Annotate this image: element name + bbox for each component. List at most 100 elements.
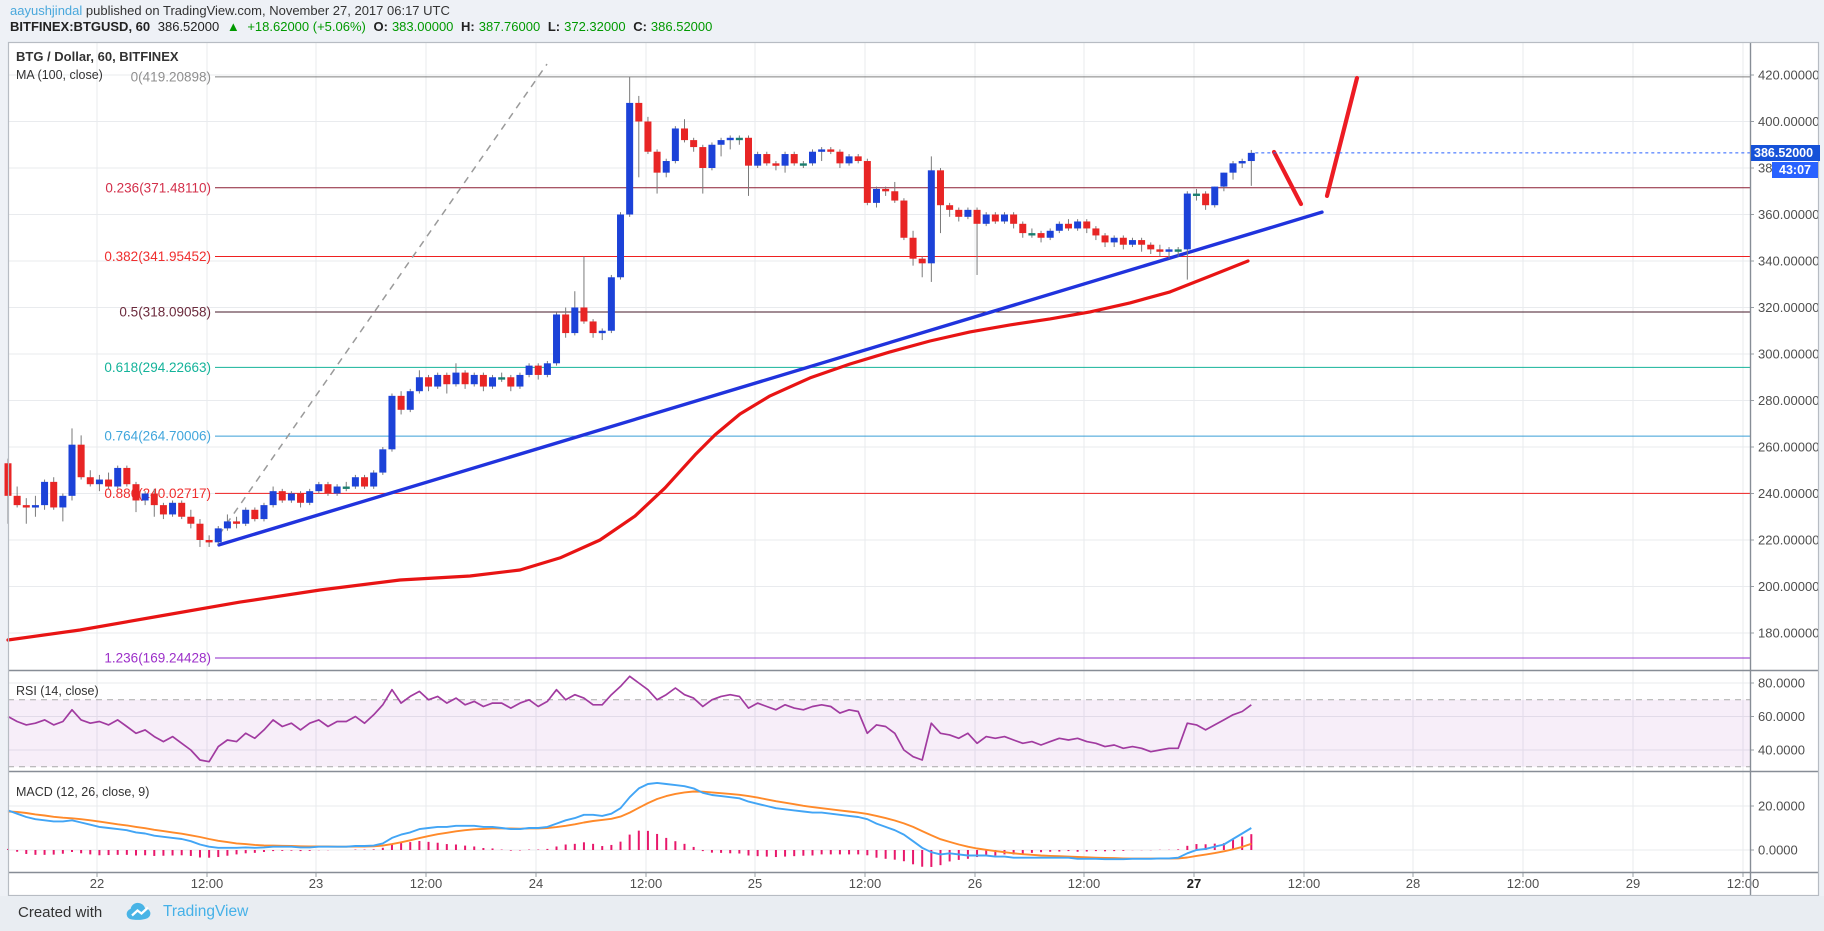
ma-100-line bbox=[6, 259, 1250, 642]
candle bbox=[863, 161, 871, 203]
candle bbox=[315, 484, 323, 492]
candle bbox=[1083, 221, 1091, 229]
fib-label: 0.886(240.02717) bbox=[104, 486, 211, 501]
candle bbox=[543, 363, 551, 375]
price-change: +18.62000 (+5.06%) bbox=[247, 19, 366, 34]
candle bbox=[1010, 214, 1018, 224]
candle bbox=[927, 170, 935, 264]
candle bbox=[287, 493, 295, 501]
candle bbox=[1055, 223, 1063, 231]
price-axis-label: 200.00000 bbox=[1758, 579, 1819, 594]
candle bbox=[114, 467, 122, 487]
candle bbox=[681, 128, 689, 141]
candle bbox=[900, 200, 908, 238]
candle bbox=[818, 149, 826, 152]
high-value: 387.76000 bbox=[478, 19, 541, 34]
macd-axis-label: 0.0000 bbox=[1758, 843, 1798, 858]
candle bbox=[1037, 233, 1045, 238]
candle bbox=[233, 521, 241, 524]
fib-label: 0.5(318.09058) bbox=[119, 304, 211, 319]
symbol-legend: BITFINEX:BTGUSD, 60 386.52000 ▲ +18.6200… bbox=[10, 19, 716, 34]
macd-axis-label: 20.0000 bbox=[1758, 799, 1805, 814]
candle bbox=[13, 495, 21, 506]
time-axis-label: 23 bbox=[309, 876, 323, 891]
candle bbox=[644, 121, 652, 152]
candle bbox=[626, 102, 634, 215]
annotation-red-line bbox=[1271, 149, 1304, 207]
candle bbox=[150, 493, 158, 506]
time-axis-label: 28 bbox=[1406, 876, 1420, 891]
candle bbox=[690, 140, 698, 148]
candle bbox=[370, 472, 378, 487]
candle bbox=[845, 156, 853, 164]
candle bbox=[141, 493, 149, 501]
candle bbox=[425, 377, 433, 387]
fib-label: 0.618(294.22663) bbox=[104, 360, 211, 375]
created-with-text: Created with bbox=[18, 904, 103, 921]
candle bbox=[745, 137, 753, 166]
candle bbox=[1174, 249, 1182, 252]
macd-line bbox=[7, 781, 1252, 861]
time-axis-label: 25 bbox=[748, 876, 762, 891]
candle bbox=[41, 481, 49, 506]
candle bbox=[991, 214, 999, 222]
candle bbox=[434, 374, 442, 387]
candle bbox=[1128, 240, 1136, 245]
candle bbox=[1220, 172, 1228, 187]
candle bbox=[406, 391, 414, 410]
low-value: 372.32000 bbox=[564, 19, 626, 34]
price-axis-label: 240.00000 bbox=[1758, 486, 1819, 501]
candle bbox=[790, 154, 798, 164]
time-axis-label: 12:00 bbox=[410, 876, 443, 891]
candle bbox=[1147, 244, 1155, 250]
candle bbox=[1165, 249, 1173, 252]
open-value: 383.00000 bbox=[391, 19, 454, 34]
candle bbox=[260, 505, 268, 520]
time-axis-label: 29 bbox=[1626, 876, 1640, 891]
footer-bar: Created with TradingView bbox=[0, 896, 1824, 931]
time-axis-label: 12:00 bbox=[1507, 876, 1540, 891]
candle bbox=[306, 491, 314, 503]
fib-label: 0(419.20898) bbox=[131, 69, 211, 84]
candle bbox=[525, 365, 533, 375]
candle bbox=[1019, 223, 1027, 234]
price-axis-label: 180.00000 bbox=[1758, 626, 1819, 641]
candle bbox=[854, 156, 862, 162]
candle bbox=[68, 444, 76, 496]
macd-signal-line bbox=[7, 790, 1252, 860]
candle bbox=[361, 477, 369, 487]
price-axis-label: 360.00000 bbox=[1758, 207, 1819, 222]
candle bbox=[1119, 237, 1127, 245]
time-axis-label: 12:00 bbox=[191, 876, 224, 891]
candle bbox=[772, 163, 780, 166]
close-value: 386.52000 bbox=[650, 19, 713, 34]
candle bbox=[159, 505, 167, 515]
last-price-value: 386.52000 bbox=[157, 19, 220, 34]
candle bbox=[735, 137, 743, 141]
tradingview-brand-link[interactable]: TradingView bbox=[163, 903, 249, 920]
candle bbox=[808, 151, 816, 164]
candle bbox=[836, 151, 844, 164]
author-link[interactable]: aayushjindal bbox=[10, 3, 83, 18]
candle bbox=[946, 205, 954, 210]
up-arrow-icon: ▲ bbox=[226, 19, 240, 34]
candle bbox=[278, 491, 286, 501]
candle bbox=[1238, 161, 1246, 164]
candle bbox=[77, 444, 85, 478]
candle bbox=[351, 477, 359, 487]
candle bbox=[242, 509, 250, 524]
rsi-axis-label: 60.0000 bbox=[1758, 709, 1805, 724]
candle bbox=[534, 365, 542, 375]
symbol-name[interactable]: BITFINEX:BTGUSD, 60 bbox=[10, 19, 151, 34]
candle bbox=[589, 321, 597, 334]
candle bbox=[205, 540, 213, 543]
candle bbox=[598, 330, 606, 334]
candle bbox=[571, 307, 579, 334]
candle bbox=[1229, 163, 1237, 173]
fib-label: 0.382(341.95452) bbox=[104, 249, 211, 264]
candle bbox=[872, 188, 880, 203]
candle bbox=[470, 374, 478, 385]
candle bbox=[973, 209, 981, 224]
